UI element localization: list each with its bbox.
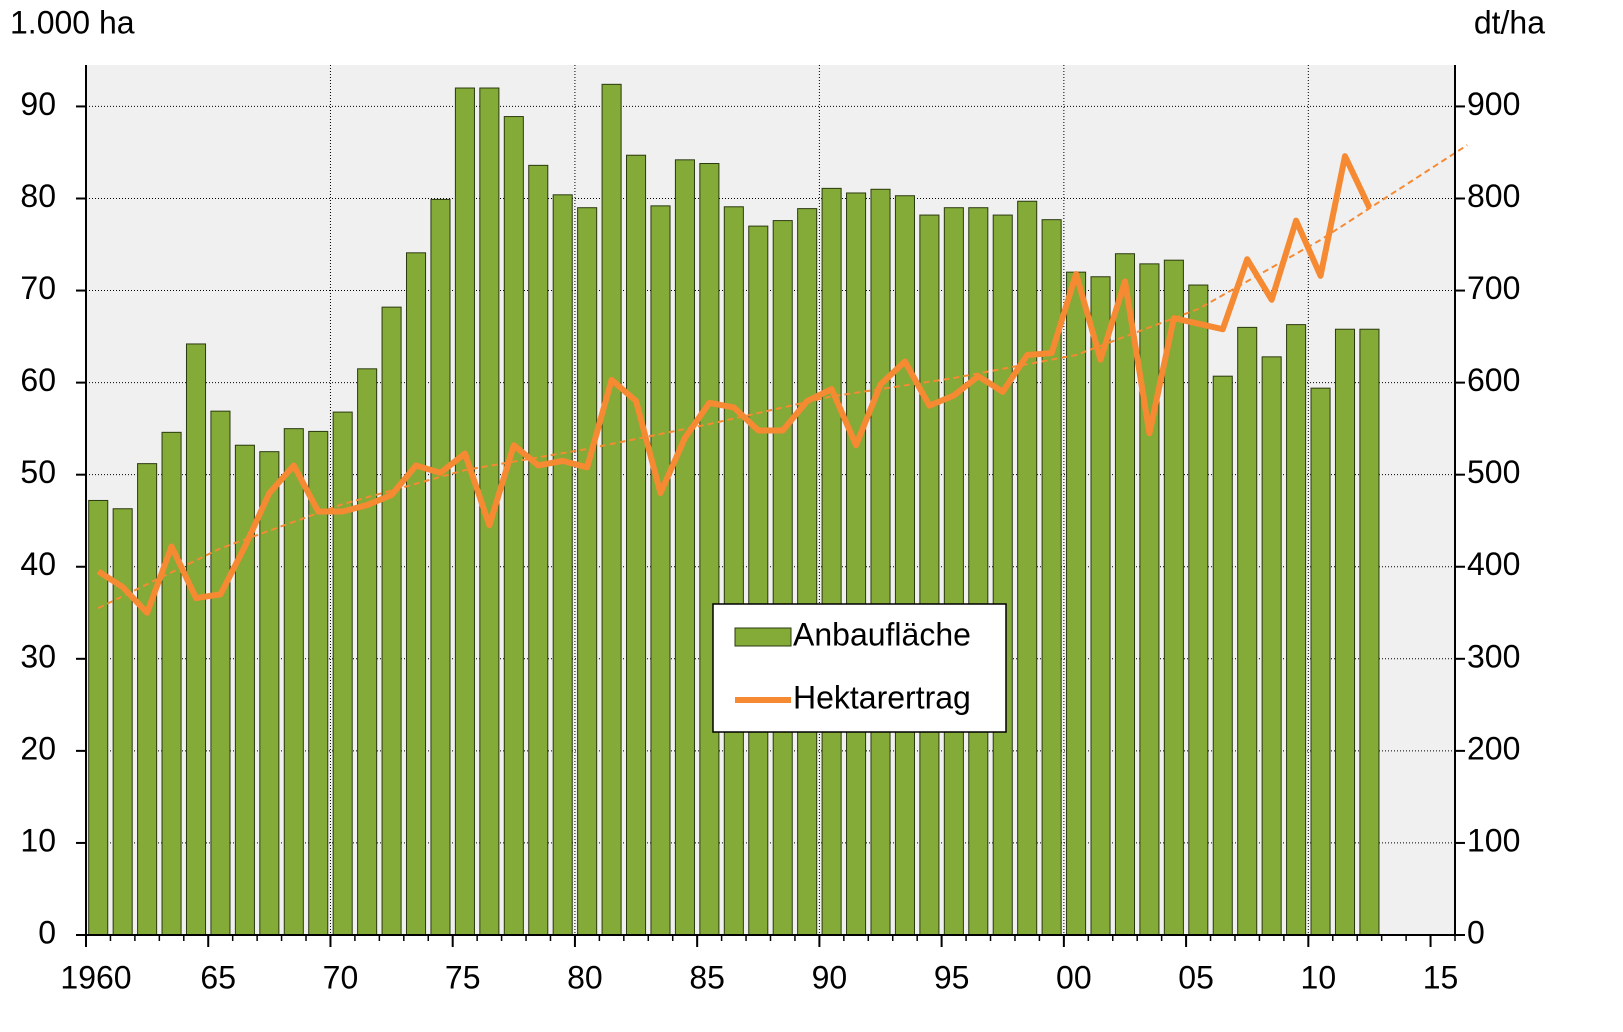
x-tick-label: 1960 (60, 959, 131, 995)
bar (1212, 375, 1233, 936)
x-tick-label: 85 (689, 959, 725, 995)
legend-swatch (734, 627, 792, 647)
y2-tick-label: 600 (1467, 362, 1520, 398)
x-tick-label: 15 (1423, 959, 1459, 995)
bar (601, 83, 622, 936)
y-tick-label: 90 (20, 86, 56, 122)
bar (1066, 271, 1087, 936)
bar (699, 163, 720, 936)
y-tick-label: 60 (20, 362, 56, 398)
x-tick-label: 80 (567, 959, 603, 995)
y2-tick-label: 0 (1467, 914, 1485, 950)
bar (552, 194, 573, 936)
bar (1359, 328, 1380, 936)
bar (748, 225, 769, 936)
x-tick-label: 00 (1056, 959, 1092, 995)
bar (381, 306, 402, 936)
bar (1090, 276, 1111, 936)
legend-label: Hektarertrag (793, 679, 971, 715)
bar (894, 195, 915, 936)
bar (1261, 356, 1282, 936)
bar (88, 499, 109, 936)
x-tick-label: 10 (1301, 959, 1337, 995)
bar (185, 343, 207, 936)
bar (405, 252, 427, 936)
x-tick-label: 75 (445, 959, 481, 995)
bar (137, 463, 158, 936)
bar (259, 451, 280, 936)
bar (919, 214, 940, 936)
bar (821, 187, 842, 936)
y-tick-label: 10 (20, 822, 56, 858)
x-tick-label: 95 (934, 959, 970, 995)
y-tick-label: 50 (20, 454, 56, 490)
y-tick-label: 40 (20, 546, 56, 582)
bar (503, 116, 524, 936)
y-tick-label: 70 (20, 270, 56, 306)
bar (870, 188, 891, 936)
bar (454, 87, 475, 936)
bar (577, 207, 598, 936)
bar (210, 410, 231, 936)
bar (112, 508, 133, 936)
bar (430, 198, 451, 936)
y-tick-label: 30 (20, 638, 56, 674)
y-tick-label: 20 (20, 730, 56, 766)
bar (992, 214, 1013, 936)
bar (674, 159, 695, 936)
legend-box (712, 603, 1007, 733)
y2-tick-label: 400 (1467, 546, 1520, 582)
bar (332, 411, 353, 936)
y2-tick-label: 900 (1467, 86, 1520, 122)
y2-tick-label: 200 (1467, 730, 1520, 766)
y2-tick-label: 500 (1467, 454, 1520, 490)
bar (1286, 324, 1307, 936)
y2-tick-label: 100 (1467, 822, 1520, 858)
bar (1139, 263, 1160, 936)
bar (528, 164, 549, 936)
bar (650, 205, 671, 936)
y2-tick-label: 800 (1467, 178, 1520, 214)
y-unit: 1.000 ha (10, 4, 135, 40)
bar (1310, 387, 1331, 936)
bar (1188, 284, 1209, 936)
bar (626, 154, 647, 936)
y-tick-label: 80 (20, 178, 56, 214)
bar (283, 428, 304, 936)
bar (943, 207, 964, 936)
y2-tick-label: 300 (1467, 638, 1520, 674)
bar (1237, 326, 1258, 936)
bar (968, 207, 989, 936)
bar (234, 444, 255, 936)
bar (772, 220, 793, 936)
bar (161, 431, 182, 936)
x-tick-label: 65 (200, 959, 236, 995)
bar (1334, 328, 1356, 936)
line-series (96, 153, 1373, 616)
bar (846, 192, 867, 936)
bar (1017, 200, 1038, 936)
x-tick-label: 90 (812, 959, 848, 995)
legend-label: Anbaufläche (793, 616, 971, 652)
y-tick-label: 0 (38, 914, 56, 950)
bar (797, 208, 818, 936)
y2-unit: dt/ha (1474, 4, 1545, 40)
y2-tick-label: 700 (1467, 270, 1520, 306)
x-tick-label: 70 (323, 959, 359, 995)
bar (357, 368, 378, 936)
bar (723, 206, 744, 936)
bar (1114, 253, 1136, 936)
x-tick-label: 05 (1178, 959, 1214, 995)
